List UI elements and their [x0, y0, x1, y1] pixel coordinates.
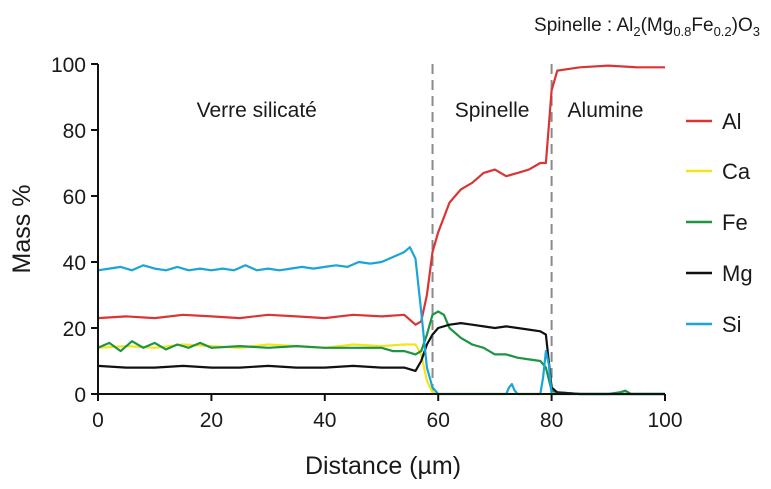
x-tick-label: 60 [427, 409, 450, 432]
y-axis-label: Mass % [8, 185, 36, 274]
title-subscript: 0.2 [714, 24, 732, 39]
series-lines [97, 64, 665, 396]
y-tick-label: 0 [74, 384, 86, 407]
series-line-fe [97, 310, 665, 396]
title-subscript: 3 [753, 24, 760, 39]
series-line-al [97, 64, 665, 326]
x-axis-label: Distance (µm) [305, 452, 461, 480]
title-segment: Spinelle : Al [534, 15, 633, 36]
chart-title-group: Spinelle : Al2(Mg0.8Fe0.2)O3 [534, 15, 760, 39]
boundary-lines [431, 64, 553, 394]
title-subscript: 2 [633, 24, 640, 39]
title-segment: Fe [691, 15, 713, 36]
title-segment: )O [732, 15, 753, 36]
legend: Al Ca Fe Mg Si [686, 109, 753, 337]
region-label: Alumine [568, 99, 644, 122]
region-label: Verre silicaté [197, 99, 317, 122]
x-tick-label: 80 [540, 409, 563, 432]
x-tick-label: 20 [200, 409, 223, 432]
legend-label: Fe [722, 210, 748, 235]
x-tick-label: 0 [92, 409, 104, 432]
title-segment: (Mg [641, 15, 674, 36]
chart-title: Spinelle : Al2(Mg0.8Fe0.2)O3 [534, 15, 760, 39]
series-line-ca [97, 343, 665, 396]
legend-label: Ca [722, 159, 751, 184]
legend-label: Si [722, 312, 742, 337]
y-tick-label: 100 [51, 54, 86, 77]
region-label: Spinelle [455, 99, 530, 122]
y-tick-label: 40 [63, 252, 86, 275]
legend-label: Mg [722, 261, 753, 286]
legend-label: Al [722, 109, 742, 134]
y-tick-label: 20 [63, 318, 86, 341]
series-line-mg [97, 322, 665, 396]
axes: 0 20 40 60 80 100 0 20 40 60 80 100 [51, 54, 683, 432]
x-tick-label: 100 [647, 409, 682, 432]
title-subscript: 0.8 [673, 24, 691, 39]
region-labels: Verre silicaté Spinelle Alumine [197, 99, 644, 122]
y-tick-label: 60 [63, 186, 86, 209]
y-tick-label: 80 [63, 120, 86, 143]
x-tick-label: 40 [313, 409, 336, 432]
series-line-si [97, 246, 665, 396]
